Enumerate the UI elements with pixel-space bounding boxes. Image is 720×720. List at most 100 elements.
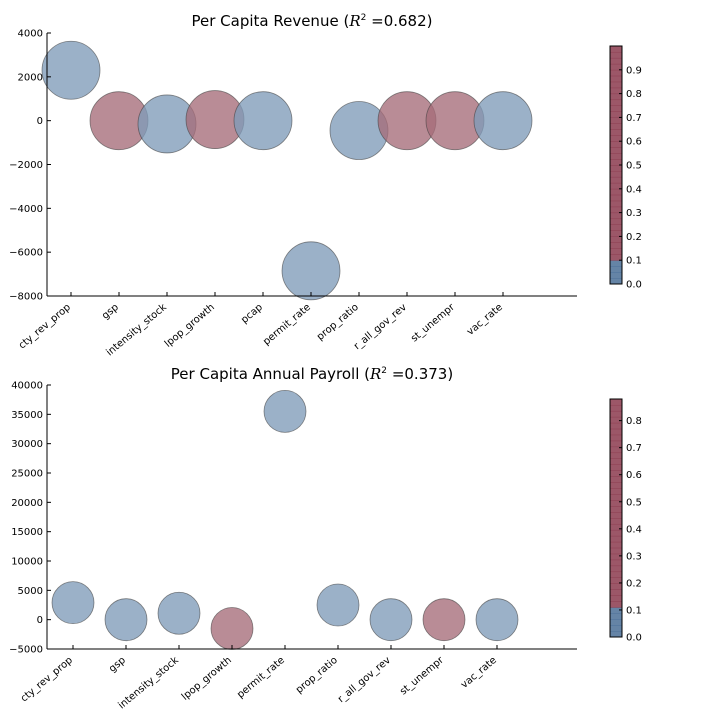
revenue-colorbar: 0.0 0.1 0.2 0.3 0.4 0.5 0.6 0.7 0.8 0.9: [609, 45, 642, 291]
data-point: [369, 598, 413, 642]
colorbar-segment: [610, 541, 622, 549]
colorbar-segment: [610, 565, 622, 573]
colorbar-segment: [610, 512, 622, 519]
colorbar-segment: [610, 266, 622, 273]
colorbar-segment: [610, 440, 622, 448]
colorbar-segment: [610, 260, 622, 267]
colorbar-segment: [610, 601, 622, 608]
colorbar-tick-label: 0.7: [626, 113, 642, 124]
colorbar-segment: [610, 206, 622, 214]
colorbar-tick-label: 0.0: [626, 280, 642, 291]
x-tick-label: vac_rate: [465, 302, 505, 338]
colorbar-tick-label: 0.0: [626, 633, 642, 644]
colorbar-segment: [610, 212, 622, 220]
colorbar-segment: [610, 57, 622, 65]
colorbar-segment: [610, 141, 622, 148]
colorbar-segment: [610, 242, 622, 249]
colorbar-segment: [610, 224, 622, 231]
colorbar-segment: [610, 488, 622, 495]
y-tick-label: 5000: [18, 586, 43, 597]
x-tick-label: gsp: [100, 302, 121, 322]
data-point: [233, 91, 293, 151]
y-tick-label: 25000: [11, 469, 43, 480]
x-tick-label: vac_rate: [459, 655, 499, 691]
colorbar-tick-label: 0.8: [626, 416, 642, 427]
y-tick-label: 10000: [11, 557, 43, 568]
payroll-chart: Per Capita Annual Payroll (R2 =0.373) 40…: [9, 365, 642, 711]
colorbar-segment: [610, 153, 622, 160]
colorbar-segment: [610, 248, 622, 255]
data-point: [41, 40, 101, 100]
colorbar-tick-label: 0.3: [626, 551, 642, 562]
colorbar-tick-label: 0.5: [626, 161, 642, 172]
colorbar-segment: [610, 619, 622, 626]
colorbar-tick-label: 0.1: [626, 256, 642, 267]
colorbar-segment: [610, 105, 622, 112]
payroll-colorbar: 0.0 0.1 0.2 0.3 0.4 0.5 0.6 0.7 0.8: [609, 398, 642, 644]
x-tick-label: prop_ratio: [294, 655, 340, 696]
x-tick-label: st_unempr: [398, 654, 446, 697]
x-tick-label: lpop_growth: [180, 655, 234, 703]
data-point: [473, 91, 533, 151]
colorbar-segment: [610, 446, 622, 454]
payroll-points: [51, 389, 519, 650]
colorbar-segment: [610, 278, 622, 285]
colorbar-segment: [610, 404, 622, 412]
data-point: [263, 389, 307, 433]
y-tick-label: 0: [37, 116, 43, 127]
colorbar-segment: [610, 547, 622, 555]
x-tick-label: gsp: [107, 655, 128, 675]
y-tick-label: −8000: [9, 292, 43, 303]
x-tick-label: cty_rev_prop: [17, 302, 73, 352]
colorbar-segment: [610, 147, 622, 154]
colorbar-segment: [610, 81, 622, 89]
colorbar-segment: [610, 123, 622, 130]
colorbar-tick-label: 0.2: [626, 578, 642, 589]
y-tick-label: −6000: [9, 248, 43, 259]
y-tick-label: 4000: [18, 29, 43, 40]
data-point: [422, 598, 466, 642]
colorbar-segment: [610, 410, 622, 418]
colorbar-segment: [610, 170, 622, 178]
colorbar-segment: [610, 230, 622, 237]
colorbar-segment: [610, 452, 622, 459]
x-tick-label: prop_ratio: [315, 302, 361, 343]
colorbar-tick-label: 0.5: [626, 497, 642, 508]
colorbar-segment: [610, 51, 622, 59]
y-tick-label: 30000: [11, 439, 43, 450]
colorbar-segment: [610, 577, 622, 584]
colorbar-segment: [610, 434, 622, 442]
y-tick-label: −2000: [9, 160, 43, 171]
x-tick-label: pcap: [239, 302, 265, 326]
x-tick-label: r_all_gov_rev: [352, 302, 409, 352]
colorbar-segment: [610, 422, 622, 430]
colorbar-segment: [610, 129, 622, 136]
colorbar-segment: [610, 535, 622, 543]
x-tick-label: r_all_gov_rev: [336, 655, 393, 705]
colorbar-segment: [610, 559, 622, 567]
colorbar-segment: [610, 470, 622, 477]
colorbar-segment: [610, 93, 622, 101]
colorbar-segment: [610, 416, 622, 424]
y-tick-label: −5000: [9, 645, 43, 656]
x-tick-label: cty_rev_prop: [19, 655, 75, 705]
revenue-chart: Per Capita Revenue (R2 =0.682) 4000 2000 0…: [9, 12, 642, 358]
colorbar-segment: [610, 607, 622, 614]
colorbar-segment: [610, 476, 622, 483]
data-point: [475, 598, 519, 642]
colorbar-tick-label: 0.2: [626, 232, 642, 243]
colorbar-segment: [610, 69, 622, 77]
colorbar-segment: [610, 529, 622, 537]
y-tick-label: 15000: [11, 527, 43, 538]
colorbar-tick-label: 0.3: [626, 208, 642, 219]
colorbar-segment: [610, 613, 622, 620]
colorbar-segment: [610, 99, 622, 106]
colorbar-segment: [610, 589, 622, 596]
colorbar-segment: [610, 631, 622, 638]
colorbar-segment: [610, 494, 622, 501]
colorbar-segment: [610, 111, 622, 118]
colorbar-segment: [610, 135, 622, 142]
colorbar-segment: [610, 625, 622, 632]
colorbar-tick-label: 0.7: [626, 443, 642, 454]
colorbar-frame: [609, 398, 623, 638]
